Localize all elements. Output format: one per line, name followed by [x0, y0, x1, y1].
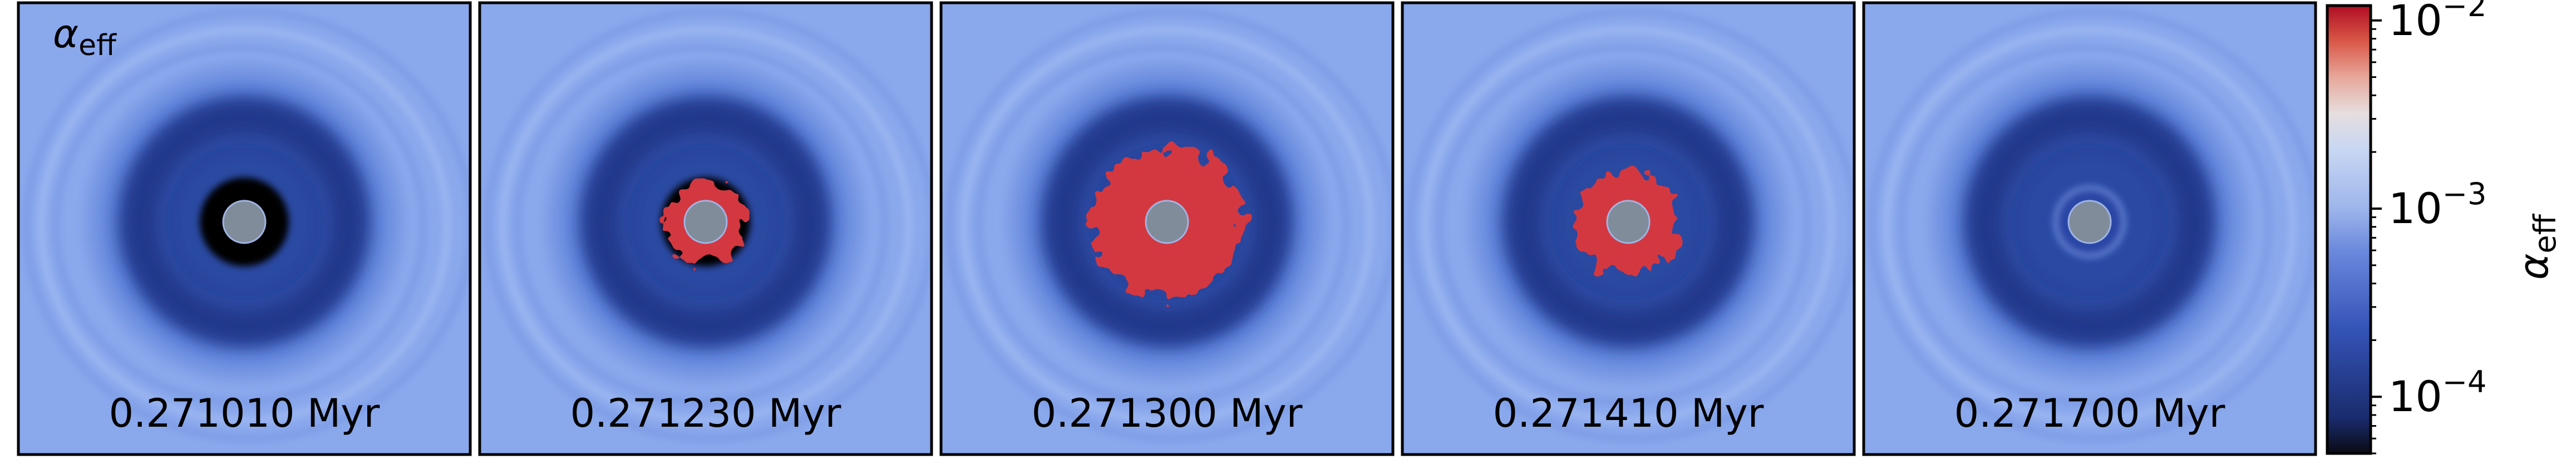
panel-quantity-label-subscript: eff [78, 29, 117, 62]
spiral-arc [499, 26, 913, 424]
panel-time-label: 0.271300 Myr [1032, 391, 1303, 436]
panel-time-label: 0.271700 Myr [1954, 391, 2225, 436]
central-sink [1145, 200, 1189, 244]
panel-frame [1862, 1, 2317, 456]
panel-2: 0.271230 Myr [478, 1, 933, 456]
panel-frame [478, 1, 933, 456]
colorbar-label: αeff [2510, 213, 2563, 280]
colorbar-tick-label: 10−3 [2388, 176, 2486, 233]
spiral-arc [960, 26, 1374, 424]
spiral-arc [514, 44, 889, 406]
central-sink [2067, 200, 2112, 244]
colorbar-ticks: 10−4 10−3 10−2 [2371, 0, 2486, 455]
spiral-arc [975, 44, 1350, 406]
colorbar: 10−4 10−3 10−2 αeff [2326, 0, 2563, 455]
spiral-arc [1868, 7, 2316, 443]
panel-quantity-label: αeff [53, 11, 117, 62]
disk-dark-band [1042, 96, 1292, 347]
spiral-arc [484, 7, 932, 443]
panel-3: 0.271300 Myr [939, 1, 1395, 456]
panels: 0.271010 Myr 0.271230 Myr 0.271300 Myr 0.27… [17, 1, 2317, 456]
panel-frame [939, 1, 1395, 456]
colorbar-label-subscript: eff [2528, 213, 2563, 253]
spiral-arc [22, 7, 470, 443]
panel-time-label: 0.271010 Myr [109, 391, 380, 436]
disk-dark-band [1964, 96, 2215, 347]
disk-dark-band [1503, 96, 1754, 347]
spiral-arc [1436, 44, 1811, 406]
panel-frame [17, 1, 472, 456]
spiral-arc [1898, 44, 2273, 406]
spiral-arc [945, 7, 1393, 443]
panel-1: 0.271010 Myr [17, 1, 472, 456]
spiral-arc [1406, 7, 1854, 443]
colorbar-tick-label: 10−4 [2388, 364, 2486, 421]
spiral-arc [1421, 26, 1835, 424]
spiral-arc [37, 26, 451, 424]
panel-4: 0.271410 Myr [1401, 1, 1856, 456]
panel-frame [1401, 1, 1856, 456]
spiral-arc [52, 44, 427, 406]
disk-dark-band [580, 96, 831, 347]
central-sink [222, 200, 267, 244]
panel-5: 0.271700 Myr [1862, 1, 2317, 456]
panel-time-label: 0.271410 Myr [1493, 391, 1764, 436]
colorbar-gradient [2326, 4, 2372, 455]
central-sink [1606, 200, 1651, 244]
disk-dark-band [119, 96, 370, 347]
spiral-arc [1883, 26, 2297, 424]
central-sink [683, 200, 728, 244]
colorbar-tick-label: 10−2 [2388, 0, 2486, 45]
panel-time-label: 0.271230 Myr [570, 391, 841, 436]
